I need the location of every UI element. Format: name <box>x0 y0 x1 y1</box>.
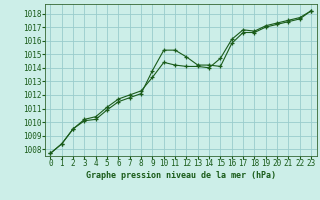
X-axis label: Graphe pression niveau de la mer (hPa): Graphe pression niveau de la mer (hPa) <box>86 171 276 180</box>
